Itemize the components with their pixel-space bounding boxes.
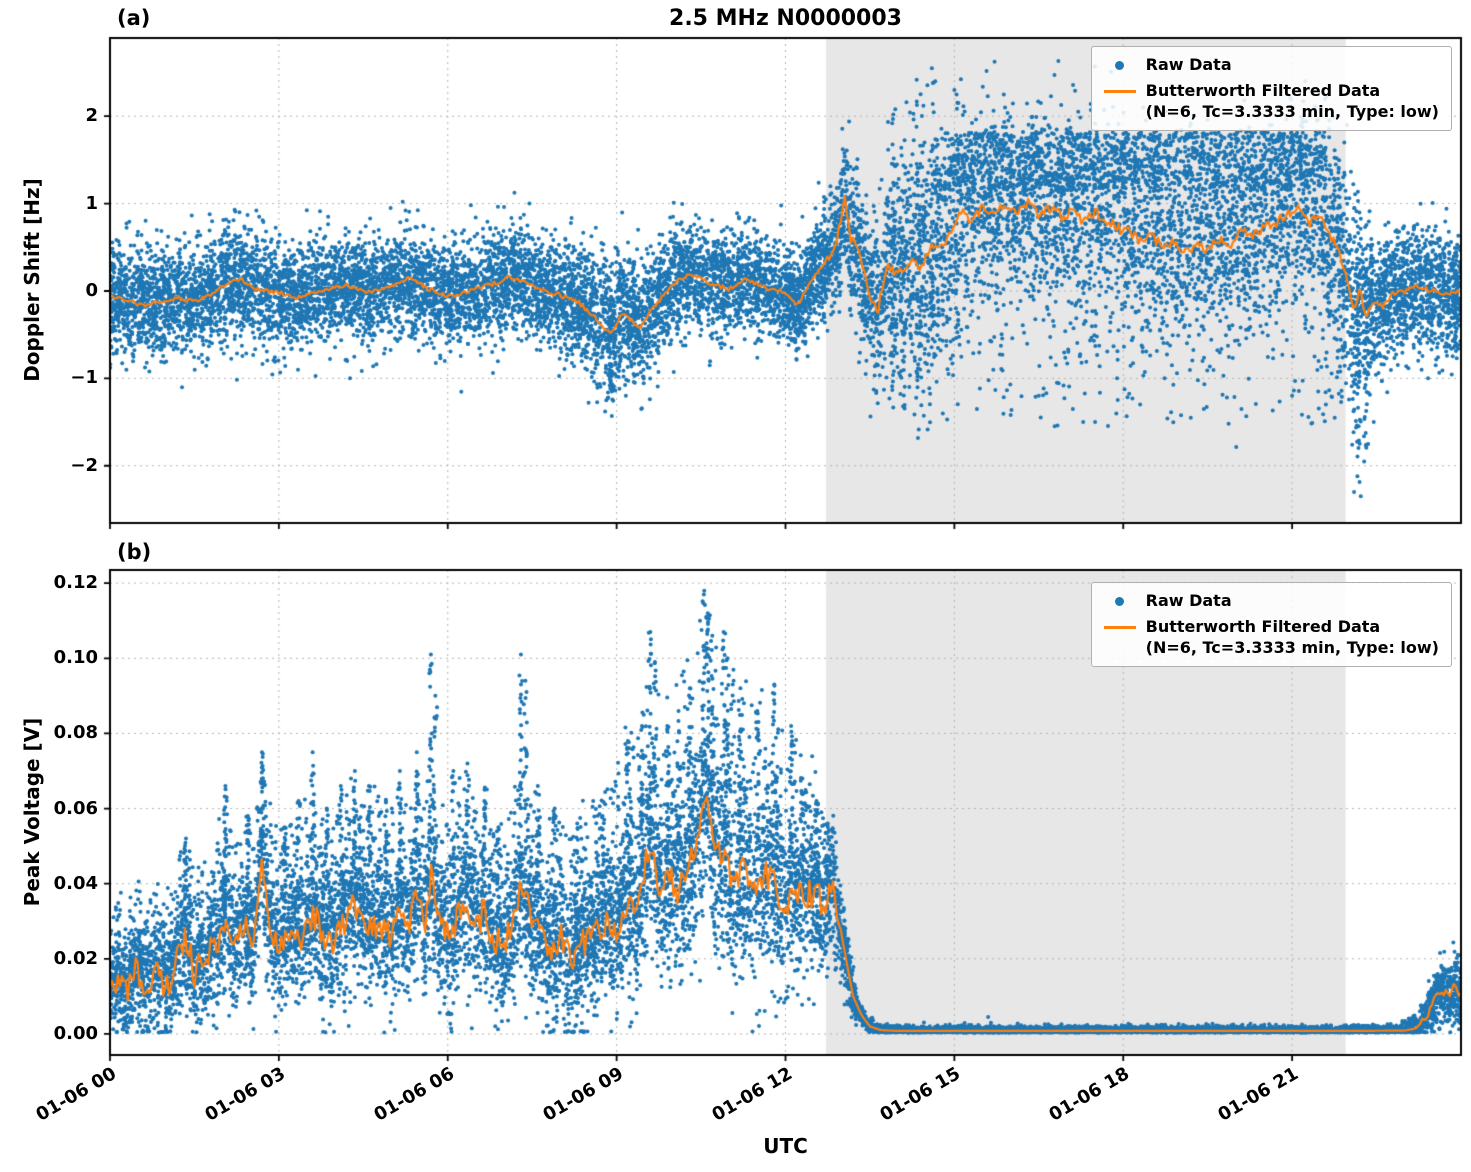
y-tick-label: 0.08	[53, 722, 98, 744]
legend-raw-entry: Raw Data	[1102, 590, 1439, 612]
y-tick-label: 0.10	[53, 647, 98, 669]
chart-title: 2.5 MHz N0000003	[669, 6, 902, 31]
y-tick-label: −2	[70, 454, 98, 476]
raw-data-marker-icon	[1115, 596, 1125, 606]
y-tick-label: 2	[85, 105, 98, 127]
panel-a-label: (a)	[117, 6, 151, 30]
legend-filtered-entry: Butterworth Filtered Data (N=6, Tc=3.333…	[1102, 80, 1439, 122]
legend-a: Raw Data Butterworth Filtered Data (N=6,…	[1090, 46, 1452, 131]
y-tick-label: 0.12	[53, 572, 98, 594]
legend-raw-label: Raw Data	[1145, 591, 1232, 610]
legend-raw-entry: Raw Data	[1102, 54, 1439, 76]
y-tick-label: 0.02	[53, 947, 98, 969]
y-tick-label: 0.06	[53, 797, 98, 819]
panel-b-label: (b)	[117, 540, 152, 564]
y-tick-label: 0	[85, 279, 98, 301]
y-tick-label: −1	[70, 367, 98, 389]
legend-filtered-params: (N=6, Tc=3.3333 min, Type: low)	[1145, 638, 1439, 657]
legend-b: Raw Data Butterworth Filtered Data (N=6,…	[1090, 582, 1452, 667]
legend-filtered-params: (N=6, Tc=3.3333 min, Type: low)	[1145, 102, 1439, 121]
legend-filtered-label: Butterworth Filtered Data	[1145, 81, 1381, 100]
filtered-data-marker-icon	[1103, 89, 1136, 93]
y-tick-label: 0.04	[53, 872, 98, 894]
raw-data-marker-icon	[1115, 60, 1125, 70]
filtered-data-marker-icon	[1103, 625, 1136, 629]
legend-filtered-entry: Butterworth Filtered Data (N=6, Tc=3.333…	[1102, 616, 1439, 658]
legend-raw-label: Raw Data	[1145, 55, 1232, 74]
x-axis-label: UTC	[763, 1134, 808, 1158]
legend-filtered-label: Butterworth Filtered Data	[1145, 617, 1381, 636]
y-tick-label: 1	[85, 192, 98, 214]
y-tick-label: 0.00	[53, 1022, 98, 1044]
